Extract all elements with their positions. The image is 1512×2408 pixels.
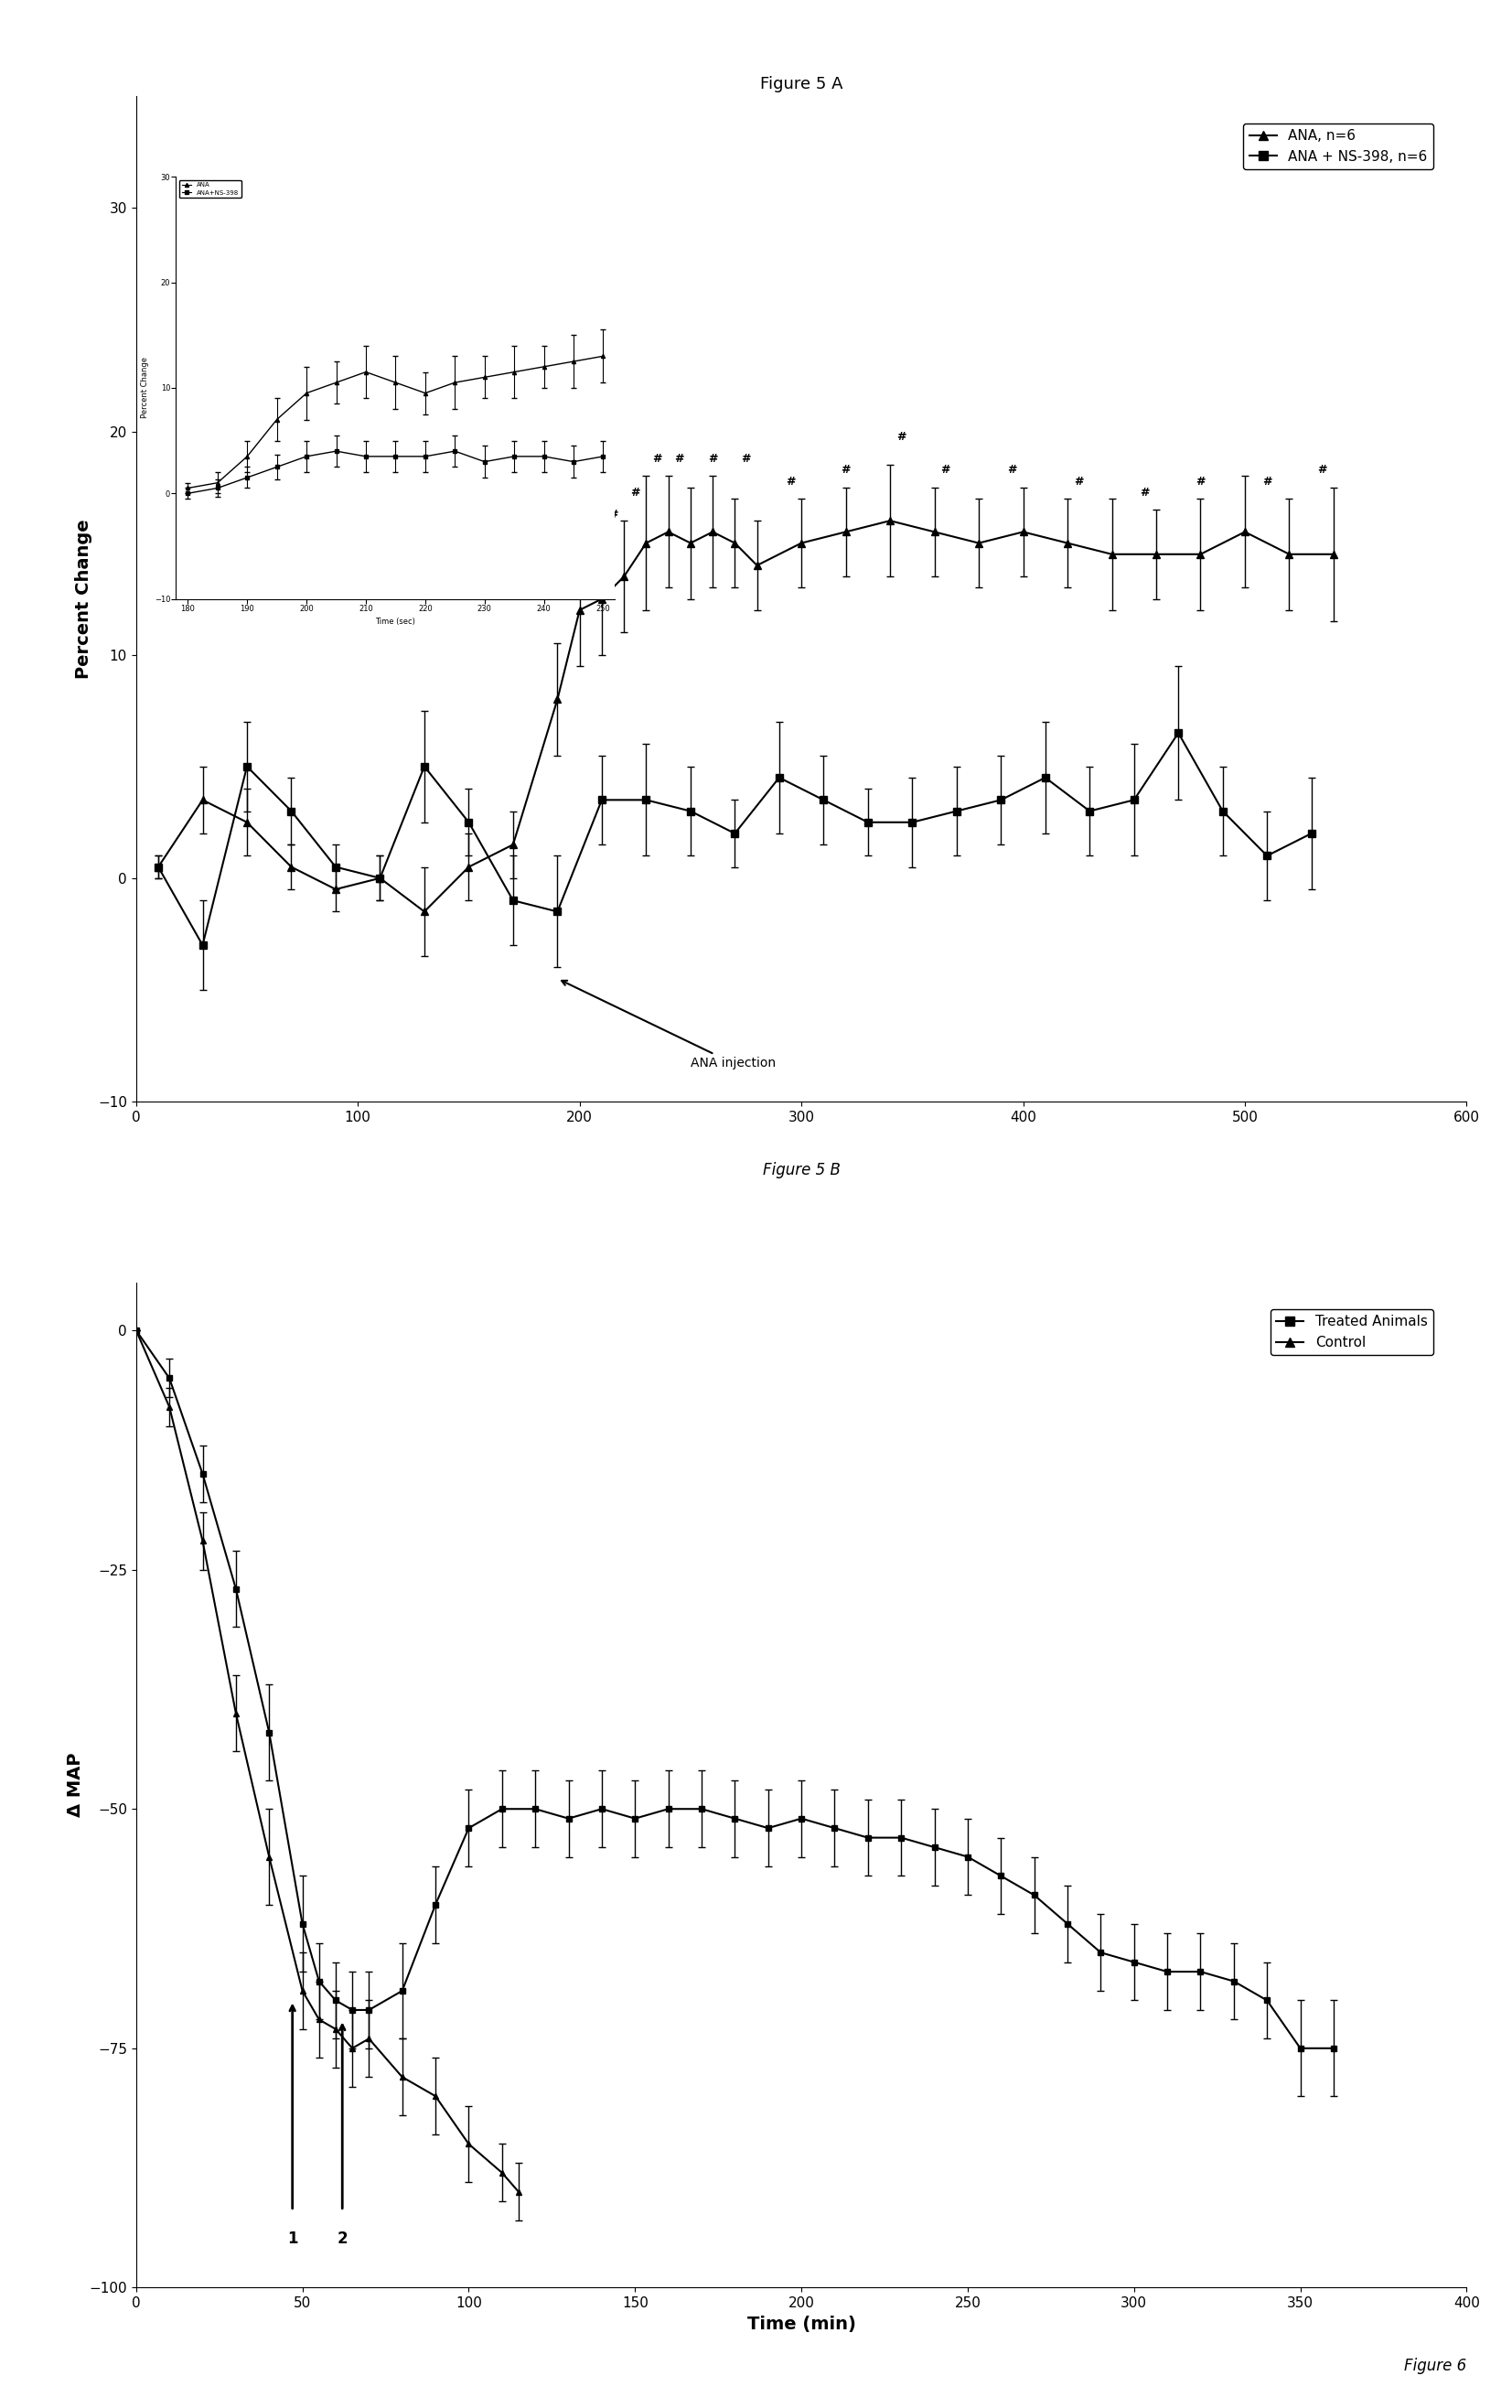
Text: #: # <box>785 474 795 486</box>
Text: 1: 1 <box>287 2230 298 2247</box>
Text: #: # <box>741 453 751 465</box>
Text: #: # <box>708 453 718 465</box>
Text: #: # <box>674 453 685 465</box>
Text: #: # <box>897 431 906 443</box>
Legend: ANA, n=6, ANA + NS-398, n=6: ANA, n=6, ANA + NS-398, n=6 <box>1243 123 1433 169</box>
Text: #: # <box>841 465 851 477</box>
Text: #: # <box>585 520 596 532</box>
Text: Figure 6: Figure 6 <box>1405 2357 1467 2374</box>
Text: #: # <box>1074 474 1084 486</box>
Y-axis label: Percent Change: Percent Change <box>76 520 92 679</box>
Y-axis label: Δ MAP: Δ MAP <box>67 1753 85 1818</box>
Text: 2: 2 <box>337 2230 348 2247</box>
Text: #: # <box>631 486 640 498</box>
Text: ANA injection: ANA injection <box>561 980 776 1069</box>
Legend: Treated Animals, Control: Treated Animals, Control <box>1270 1310 1433 1356</box>
X-axis label: Time (min): Time (min) <box>747 2316 856 2333</box>
Text: #: # <box>940 465 951 477</box>
Text: #: # <box>1196 474 1205 486</box>
Text: #: # <box>608 508 618 520</box>
Text: #: # <box>1140 486 1151 498</box>
Title: Figure 5 A: Figure 5 A <box>761 77 842 92</box>
Text: Figure 5 B: Figure 5 B <box>762 1161 841 1178</box>
Text: #: # <box>1317 465 1328 477</box>
Text: #: # <box>652 453 662 465</box>
Text: #: # <box>564 542 573 554</box>
Text: #: # <box>1263 474 1272 486</box>
Text: #: # <box>1007 465 1018 477</box>
